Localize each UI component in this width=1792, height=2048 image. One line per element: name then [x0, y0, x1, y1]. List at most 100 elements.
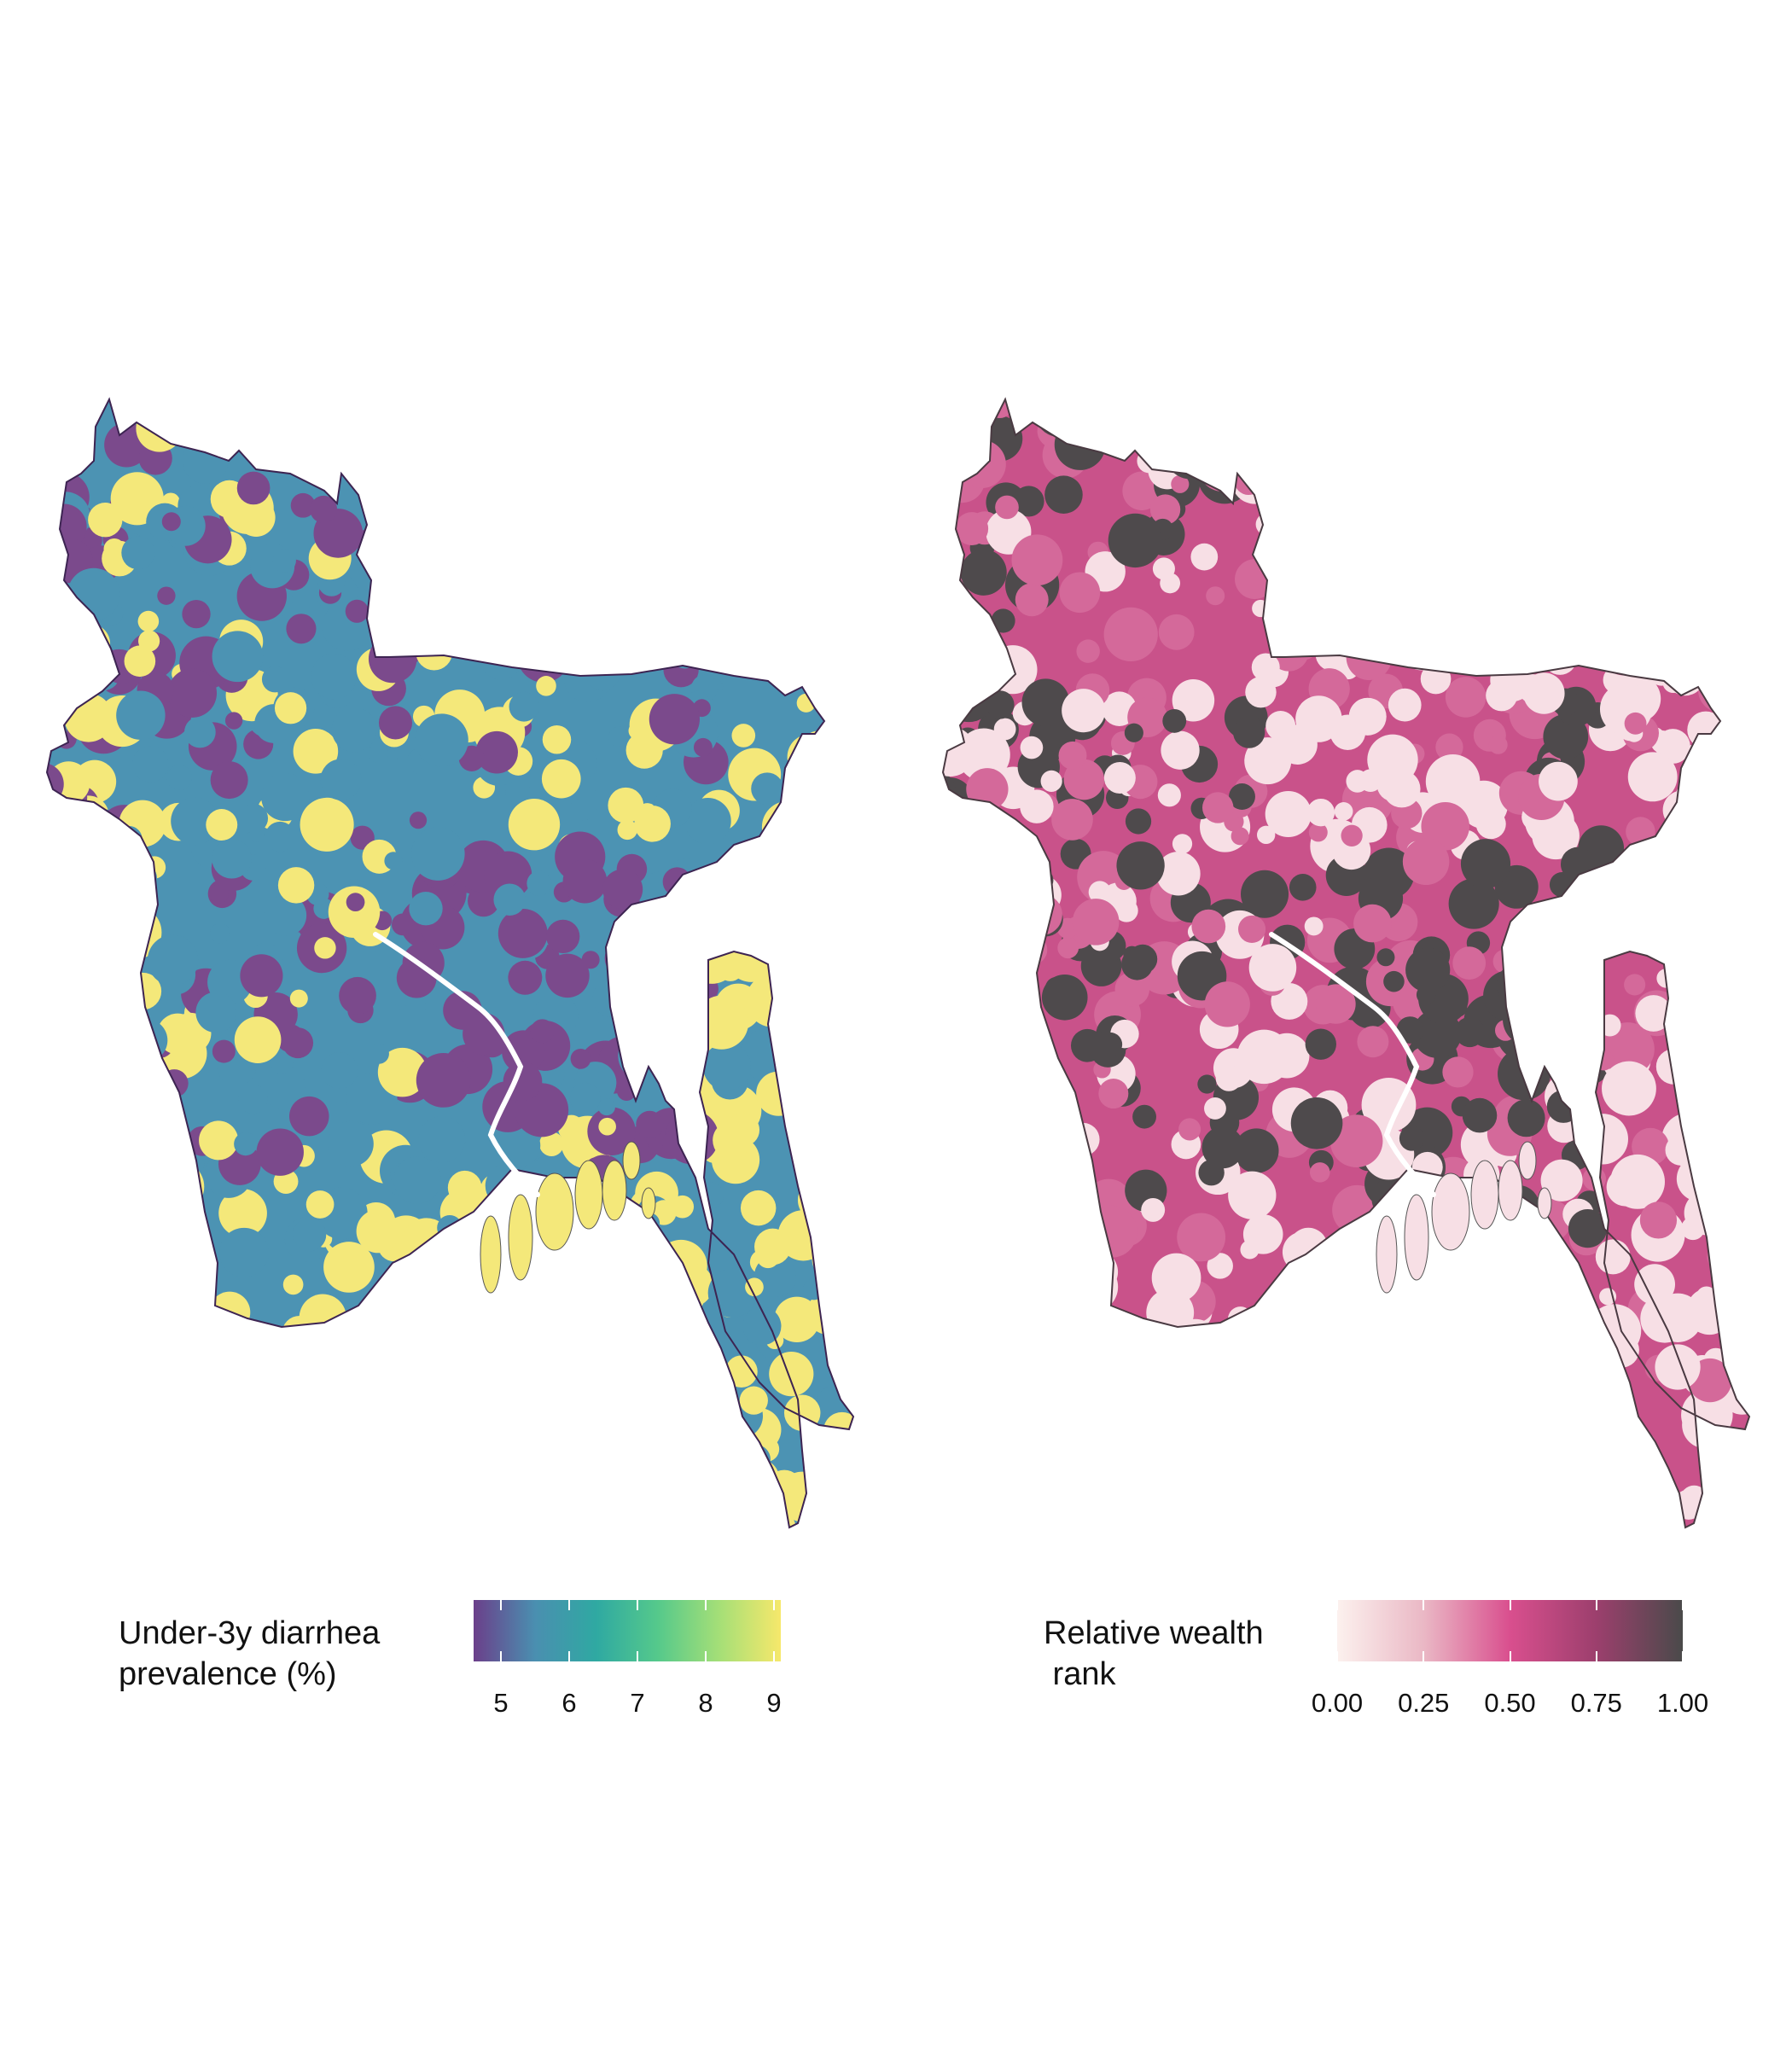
map-patch — [1204, 1097, 1226, 1120]
map-patch — [1071, 1422, 1117, 1468]
map-patch — [753, 588, 788, 624]
map-patch — [1072, 899, 1120, 945]
map-patch — [1335, 1295, 1383, 1342]
map-patch — [323, 1242, 375, 1293]
map-patch — [954, 1027, 982, 1056]
map-patch — [132, 399, 154, 405]
map-patch — [183, 716, 216, 748]
map-patch — [768, 905, 790, 928]
map-patch — [1718, 1163, 1746, 1191]
map-patch — [1483, 970, 1534, 1021]
map-patch — [1383, 970, 1405, 992]
map-patch — [805, 651, 847, 694]
map-patch — [1364, 1307, 1385, 1328]
map-patch — [498, 494, 522, 517]
map-patch — [154, 1258, 209, 1312]
map-patch — [480, 1511, 520, 1527]
map-patch — [1473, 1361, 1521, 1411]
map-patch — [385, 399, 416, 413]
map-patch — [1462, 536, 1498, 572]
map-patch — [409, 812, 428, 829]
map-patch — [1627, 752, 1678, 802]
island-2 — [1498, 1160, 1523, 1221]
map-patch — [1673, 418, 1715, 461]
map-patch — [47, 1324, 67, 1378]
map-patch — [1160, 418, 1203, 462]
map-patch — [1206, 399, 1236, 409]
map-patch — [657, 1510, 690, 1527]
map-patch — [623, 922, 663, 963]
map-patch — [1551, 1357, 1601, 1407]
map-patch — [1048, 1413, 1074, 1440]
island-0 — [535, 1172, 574, 1251]
map-patch — [67, 1469, 122, 1523]
map-patch — [115, 1461, 154, 1498]
map-patch — [1677, 814, 1708, 845]
map-patch — [187, 1480, 229, 1521]
map-patch — [1719, 1437, 1742, 1460]
map-patch — [132, 746, 169, 783]
map-patch — [711, 1443, 765, 1498]
map-patch — [1624, 974, 1646, 996]
map-patch — [1178, 1118, 1201, 1141]
map-patch — [1576, 1336, 1626, 1386]
map-patch — [166, 765, 192, 790]
map-patch — [665, 1519, 691, 1527]
map-patch — [1305, 1028, 1336, 1060]
map-patch — [1007, 1163, 1053, 1209]
map-patch — [1655, 1344, 1701, 1390]
map-patch — [405, 409, 430, 433]
map-patch — [1425, 754, 1481, 809]
legend-title-line1: Relative wealth — [1044, 1615, 1264, 1651]
map-patch — [720, 614, 759, 651]
map-patch — [1660, 835, 1679, 855]
map-patch — [615, 1430, 656, 1471]
map-patch — [170, 1475, 195, 1499]
map-patch — [1133, 1398, 1153, 1417]
map-patch — [1685, 399, 1728, 440]
map-patch — [1015, 1072, 1037, 1094]
map-patch — [93, 1356, 136, 1399]
map-patch — [1308, 823, 1328, 842]
map-patch — [430, 1265, 464, 1300]
map-patch — [1481, 1289, 1507, 1315]
map-patch — [802, 730, 835, 763]
map-patch — [1295, 1284, 1347, 1336]
map-patch — [87, 1137, 134, 1184]
map-patch — [477, 593, 529, 645]
map-patch — [1717, 615, 1749, 654]
island-4 — [480, 1215, 502, 1294]
map-patch — [1077, 1521, 1102, 1527]
map-patch — [1359, 515, 1388, 544]
map-patch — [206, 809, 238, 841]
map-patch — [643, 610, 676, 643]
map-patch — [293, 1218, 327, 1252]
map-patch — [1124, 723, 1143, 742]
map-patch — [759, 410, 814, 465]
map-patch — [461, 1424, 490, 1453]
map-patch — [420, 1355, 451, 1388]
map-patch — [109, 869, 140, 899]
map-patch — [1172, 834, 1193, 854]
map-patch — [570, 794, 596, 821]
map-patch — [1540, 1159, 1583, 1201]
island-2 — [602, 1160, 627, 1221]
map-patch — [311, 653, 357, 700]
map-patch — [1533, 528, 1568, 562]
map-patch — [497, 1124, 541, 1167]
map-patch — [1191, 909, 1226, 944]
map-patch — [817, 773, 841, 798]
map-patch — [226, 399, 274, 428]
map-patch — [961, 849, 1008, 897]
colorbar-tick-mark — [500, 1600, 502, 1610]
map-patch — [968, 1400, 1007, 1440]
map-patch — [1382, 770, 1421, 808]
map-patch — [1264, 471, 1310, 517]
map-patch — [55, 399, 75, 409]
map-patch — [1361, 1077, 1417, 1132]
map-patch — [474, 399, 515, 413]
map-patch — [1714, 1441, 1749, 1493]
map-patch — [1420, 663, 1452, 695]
map-patch — [943, 1008, 963, 1058]
map-patch — [525, 1447, 561, 1482]
